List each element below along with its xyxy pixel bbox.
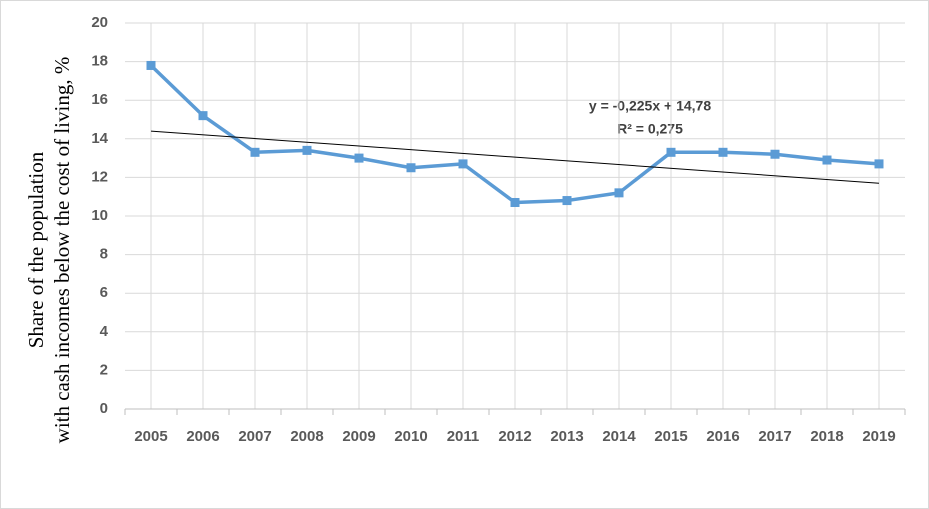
y-tick-label: 14 [91,130,108,147]
data-point [406,163,416,173]
x-tick-label: 2015 [654,428,687,445]
y-tick-label: 20 [91,14,108,31]
y-tick-label: 10 [91,207,108,224]
data-point [718,147,728,157]
data-point [198,111,208,121]
y-tick-label: 12 [91,168,108,185]
x-tick-label: 2008 [290,428,323,445]
data-point [250,147,260,157]
y-tick-label: 4 [100,323,109,340]
x-tick-label: 2005 [134,428,167,445]
y-tick-label: 0 [100,400,108,417]
x-tick-label: 2011 [447,428,480,445]
y-tick-label: 2 [100,361,108,378]
data-point [302,145,312,155]
data-point [666,147,676,157]
data-point [562,196,572,206]
x-tick-label: 2018 [810,428,843,445]
data-point [354,153,364,163]
data-point [614,188,624,198]
x-tick-label: 2017 [758,428,791,445]
y-axis-label: Share of the population [24,151,48,348]
x-tick-label: 2006 [186,428,219,445]
x-tick-label: 2014 [602,428,636,445]
x-tick-label: 2009 [342,428,375,445]
y-tick-label: 8 [100,246,108,263]
x-tick-label: 2013 [550,428,583,445]
x-tick-label: 2016 [706,428,739,445]
x-tick-label: 2007 [238,428,271,445]
x-tick-label: 2019 [862,428,895,445]
data-point [770,149,780,159]
y-tick-label: 6 [100,284,108,301]
y-axis-label: with cash incomes below the cost of livi… [50,57,74,444]
x-tick-label: 2012 [498,428,531,445]
data-point [146,60,156,70]
trendline [150,130,880,184]
data-point [458,159,468,169]
data-point [510,197,520,207]
y-tick-label: 16 [91,91,108,108]
trendline-r2: R² = 0,275 [617,121,683,137]
y-tick-label: 18 [91,53,108,70]
data-point [874,159,884,169]
x-tick-label: 2010 [394,428,427,445]
data-point [822,155,832,165]
